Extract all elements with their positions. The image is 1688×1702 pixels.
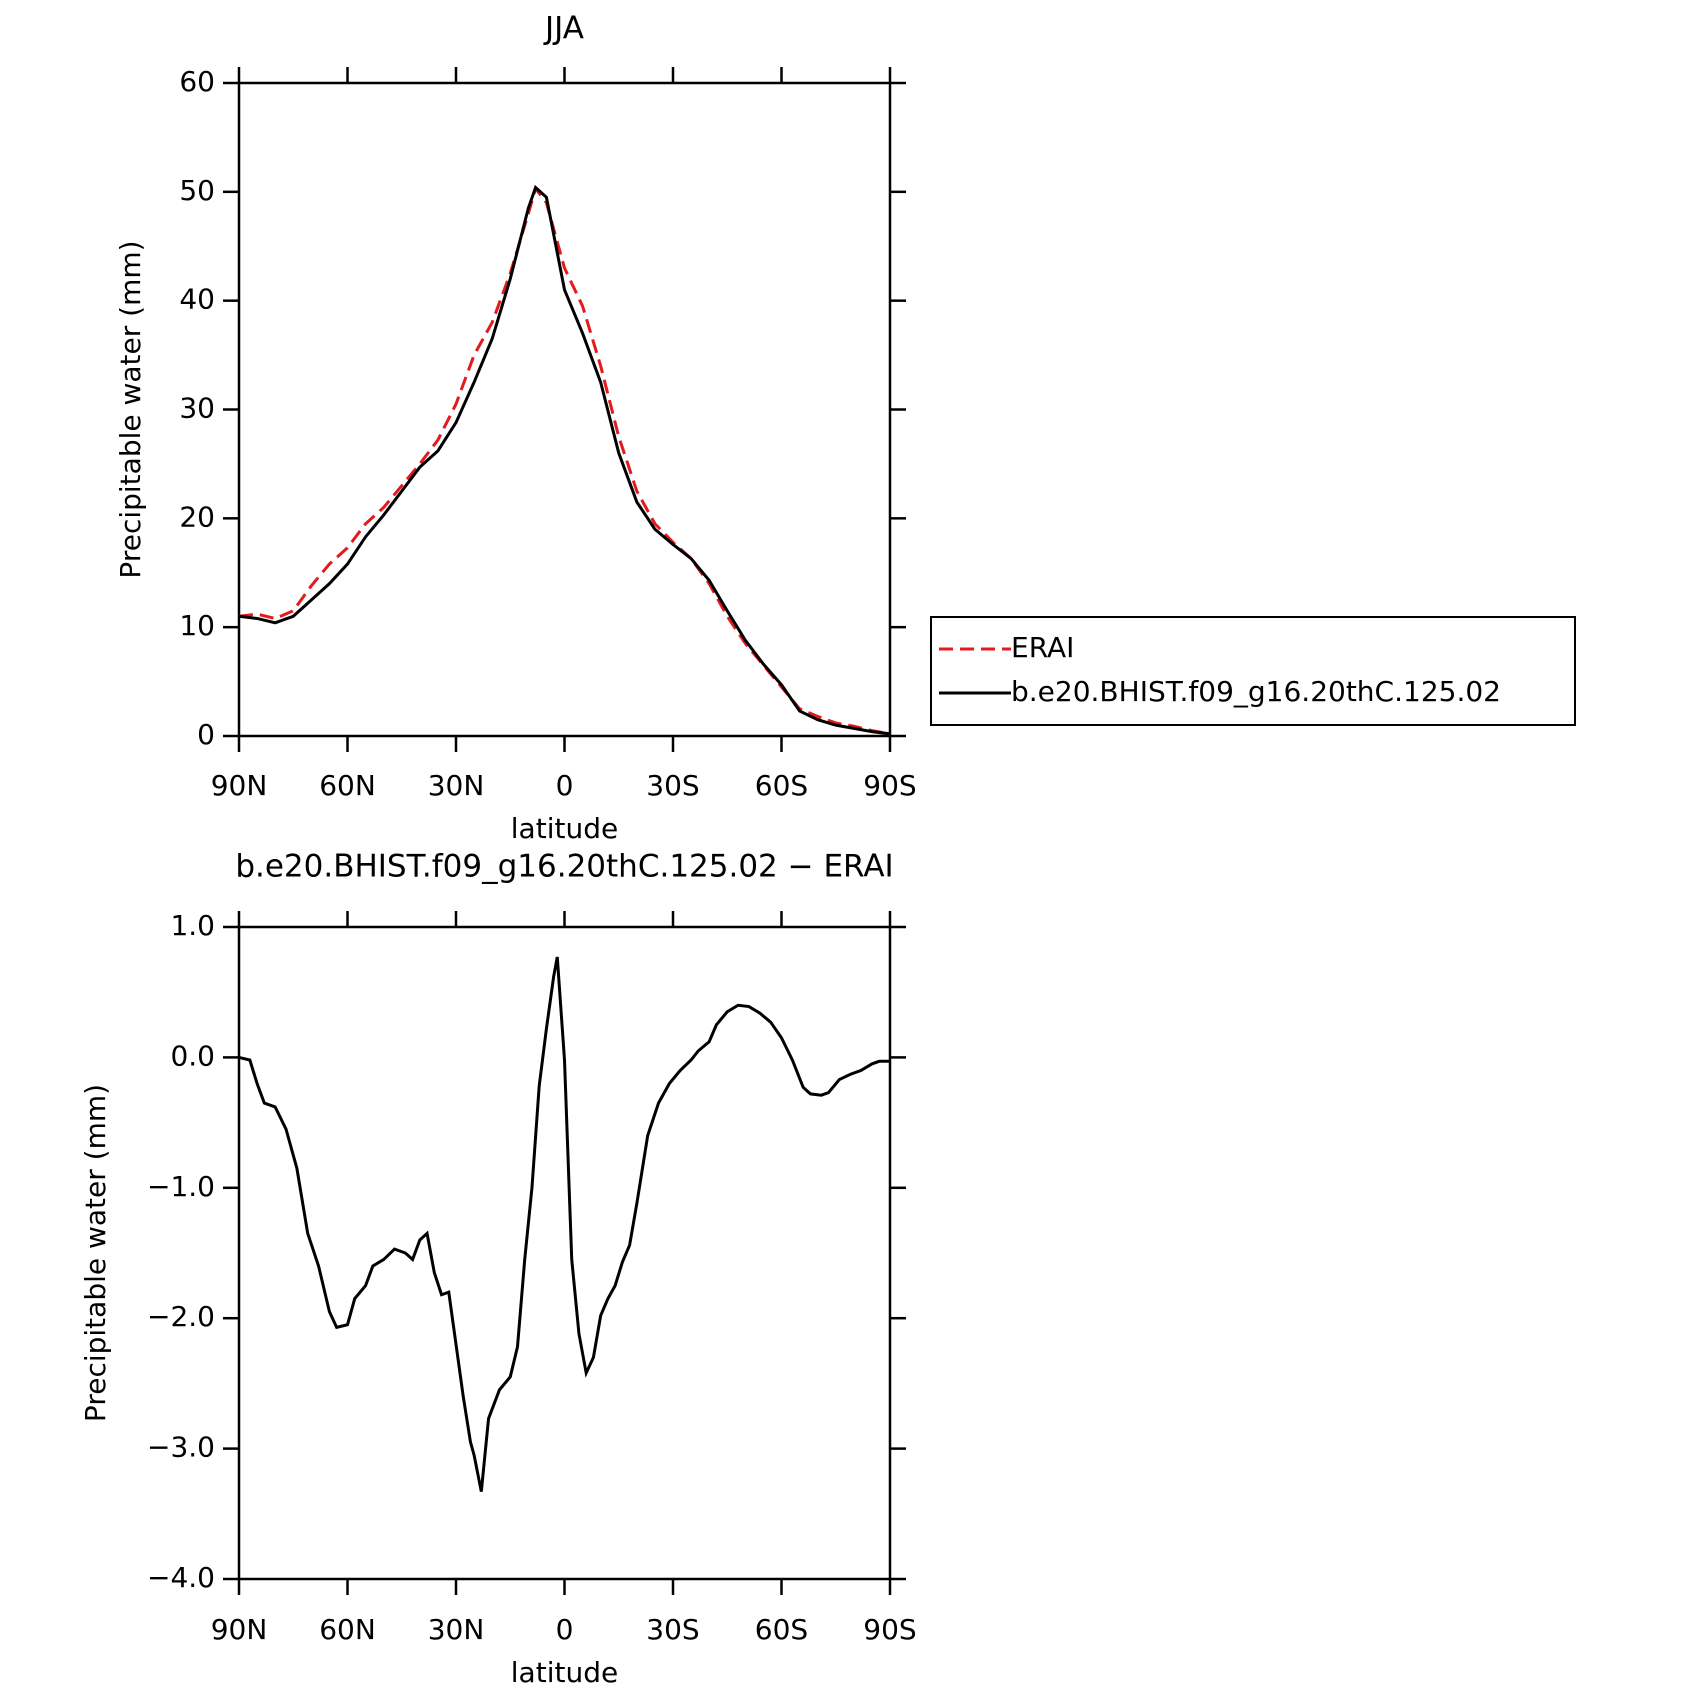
legend-label: b.e20.BHIST.f09_g16.20thC.125.02 xyxy=(1011,675,1501,708)
plot-frame xyxy=(237,925,892,1581)
x-tick-label: 30N xyxy=(428,769,485,802)
y-tick-label: −4.0 xyxy=(147,1561,215,1594)
x-tick-label: 0 xyxy=(556,1613,574,1646)
x-tick-label: 60N xyxy=(319,1613,376,1646)
y-tick-label: 1.0 xyxy=(170,909,215,942)
y-tick-label: 20 xyxy=(179,500,215,533)
y-tick-label: 0 xyxy=(197,718,215,751)
y-axis-label: Precipitable water (mm) xyxy=(79,1084,112,1422)
y-axis-label: Precipitable water (mm) xyxy=(114,240,147,578)
y-tick-label: 40 xyxy=(179,283,215,316)
x-tick-label: 90S xyxy=(863,1613,916,1646)
x-axis-label: latitude xyxy=(511,812,618,845)
x-axis-label: latitude xyxy=(511,1656,618,1689)
x-tick-label: 0 xyxy=(556,769,574,802)
y-tick-label: 10 xyxy=(179,609,215,642)
x-tick-label: 30S xyxy=(646,769,699,802)
chart-title: b.e20.BHIST.f09_g16.20thC.125.02 − ERAI xyxy=(235,849,893,885)
x-tick-label: 90N xyxy=(211,1613,268,1646)
y-tick-label: 60 xyxy=(179,65,215,98)
data-line xyxy=(238,185,891,736)
y-tick-label: −2.0 xyxy=(147,1300,215,1333)
legend-box xyxy=(930,616,1576,726)
x-tick-label: 60S xyxy=(755,1613,808,1646)
y-tick-label: −3.0 xyxy=(147,1431,215,1464)
data-line xyxy=(238,956,890,1492)
x-tick-label: 60N xyxy=(319,769,376,802)
legend-label: ERAI xyxy=(1011,631,1074,664)
y-tick-label: 0.0 xyxy=(170,1039,215,1072)
x-tick-label: 90N xyxy=(211,769,268,802)
x-tick-label: 30N xyxy=(428,1613,485,1646)
data-line xyxy=(238,184,891,736)
y-tick-label: −1.0 xyxy=(147,1170,215,1203)
x-tick-label: 30S xyxy=(646,1613,699,1646)
y-tick-label: 30 xyxy=(179,392,215,425)
x-tick-label: 60S xyxy=(755,769,808,802)
y-tick-label: 50 xyxy=(179,174,215,207)
chart-title: JJA xyxy=(543,11,584,47)
plot-frame xyxy=(237,81,892,738)
x-tick-label: 90S xyxy=(863,769,916,802)
